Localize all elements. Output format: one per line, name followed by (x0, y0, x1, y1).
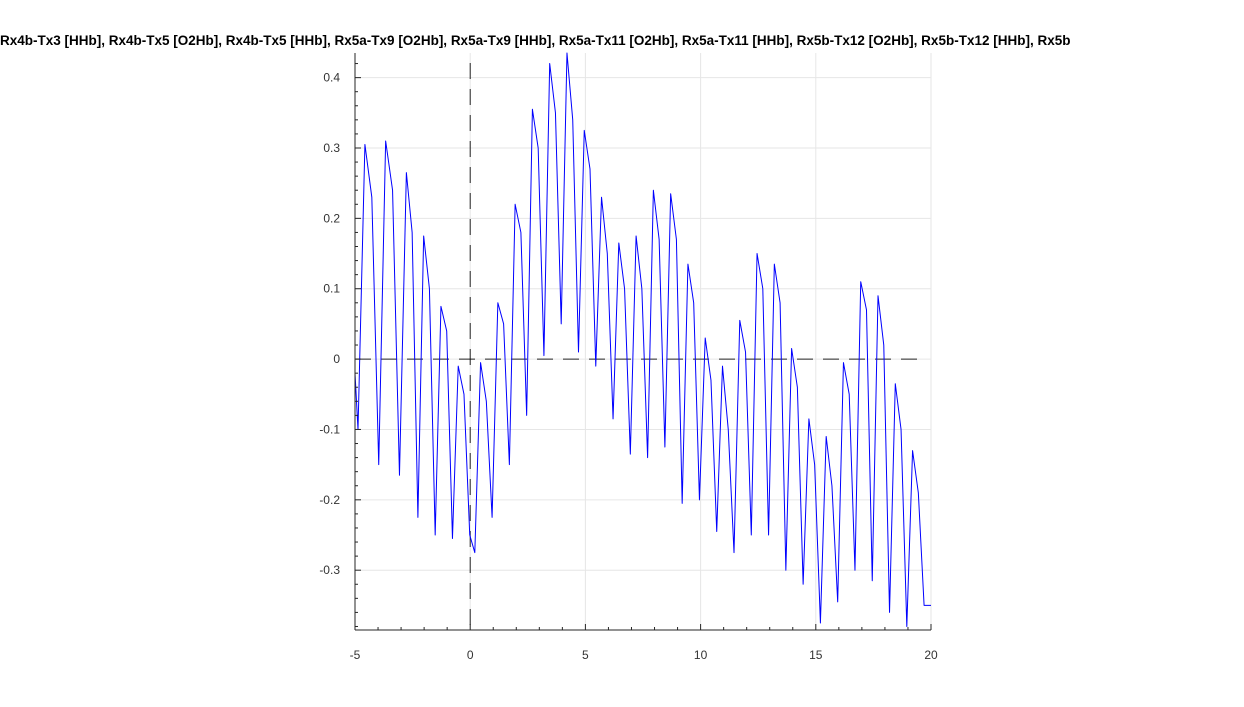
x-tick-label: 20 (924, 648, 938, 662)
x-tick-label: 5 (582, 648, 589, 662)
tick-labels: -5 0 5 10 15 20 -0.3 -0.2 -0.1 0 0.1 0.2 0.3 0.4 (319, 71, 938, 662)
y-tick-label: 0.3 (323, 141, 340, 155)
series-layer (354, 52, 931, 627)
x-tick-label: 10 (694, 648, 708, 662)
axes (354, 53, 932, 631)
y-tick-label: 0.2 (323, 211, 340, 225)
series-line (354, 52, 931, 627)
y-tick-label: -0.2 (319, 493, 340, 507)
grid (354, 53, 932, 630)
x-tick-label: 15 (809, 648, 823, 662)
x-tick-label: 0 (467, 648, 474, 662)
y-tick-label: 0.1 (323, 282, 340, 296)
y-tick-label: -0.3 (319, 563, 340, 577)
y-tick-label: -0.1 (319, 422, 340, 436)
chart-title: Rx4b-Tx3 [HHb], Rx4b-Tx5 [O2Hb], Rx4b-Tx… (0, 33, 1070, 48)
x-tick-label: -5 (350, 648, 361, 662)
y-tick-label: 0 (333, 352, 340, 366)
y-tick-label: 0.4 (323, 71, 340, 85)
